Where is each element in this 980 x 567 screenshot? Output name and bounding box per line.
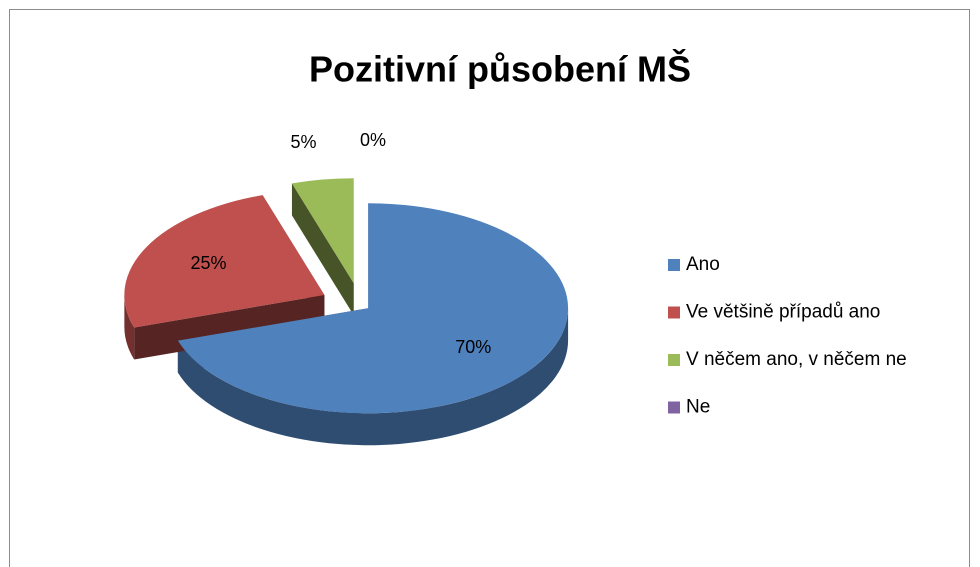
slice [124, 195, 325, 328]
slice [177, 203, 569, 414]
legend-label: V něčem ano, v něčem ne [686, 349, 907, 370]
legend-label: Ve většině případů ano [686, 302, 880, 323]
legend-swatch [668, 259, 680, 271]
legend-swatch [668, 401, 680, 414]
slice-side [177, 308, 569, 446]
slice [291, 178, 354, 284]
legend-label: Ano [686, 254, 720, 275]
data-label: 25% [191, 253, 227, 273]
slice-side [124, 295, 135, 360]
data-label: 0% [360, 130, 386, 150]
legend-label: Ne [686, 397, 710, 418]
slice-wall [291, 183, 354, 316]
chart-title: Pozitivní působení MŠ [309, 48, 691, 90]
data-label: 5% [290, 132, 316, 152]
data-label: 70% [455, 337, 491, 357]
legend-swatch [668, 306, 680, 319]
legend-swatch [668, 354, 680, 366]
